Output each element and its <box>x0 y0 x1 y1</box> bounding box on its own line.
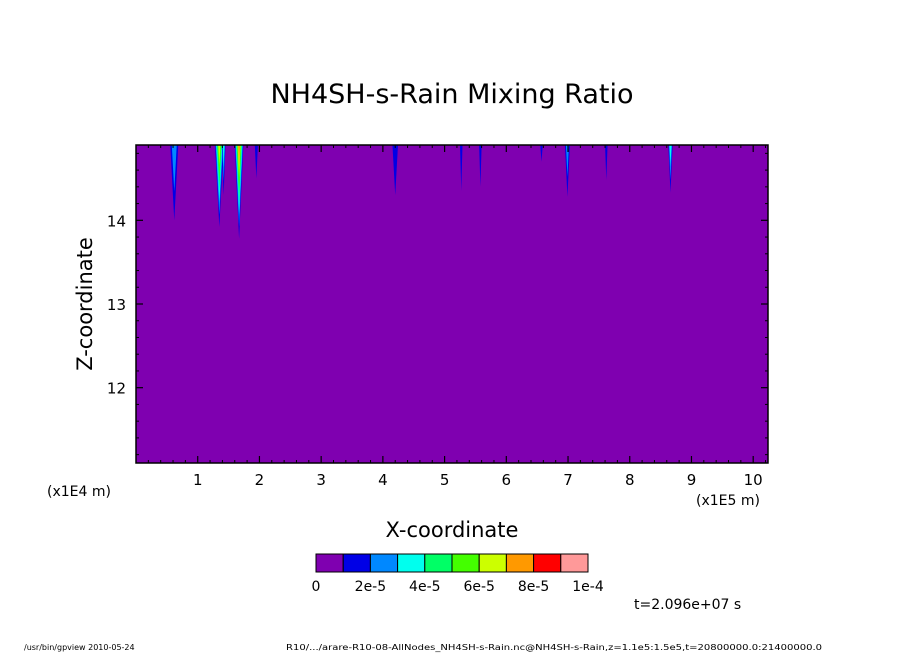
colorbar-swatch <box>560 553 589 573</box>
footer-right: R10/.../arare-R10-08-AllNodes_NH4SH-s-Ra… <box>286 643 822 652</box>
colorbar-swatch <box>315 553 344 573</box>
y-axis-ticks: 12 13 14 <box>107 152 768 456</box>
x-axis-label: X-coordinate <box>386 518 519 542</box>
colorbar-label: 1e-4 <box>572 579 604 595</box>
colorbar-swatch <box>451 553 480 573</box>
x-unit-left: (x1E4 m) <box>47 484 111 500</box>
colorbar-label: 0 <box>312 579 321 595</box>
colorbar-swatch <box>505 553 535 573</box>
spike-2-level-6 <box>218 145 221 165</box>
x-tick-label: 4 <box>378 471 388 489</box>
spike-1-level-2 <box>171 145 177 192</box>
y-tick-label: 14 <box>107 212 126 230</box>
colorbar-swatch <box>478 553 507 573</box>
colorbar-label: 2e-5 <box>355 579 386 595</box>
spike-12-level-3 <box>669 145 672 167</box>
y-tick-label: 13 <box>107 296 126 314</box>
footer-left: /usr/bin/gpview 2010-05-24 <box>24 643 135 652</box>
time-label: t=2.096e+07 s <box>634 597 741 613</box>
chart-title: NH4SH-s-Rain Mixing Ratio <box>270 79 633 110</box>
x-tick-label: 7 <box>563 471 573 489</box>
colorbar-swatch <box>397 553 426 573</box>
colorbar-swatch <box>369 553 399 573</box>
colorbar-tick-labels: 0 2e-5 4e-5 6e-5 8e-5 1e-4 <box>312 579 604 595</box>
spike-8-level-1 <box>479 145 482 187</box>
y-axis-label: Z-coordinate <box>73 237 97 371</box>
x-tick-label: 10 <box>744 471 763 489</box>
x-tick-label: 3 <box>316 471 326 489</box>
colorbar-label: 8e-5 <box>518 579 549 595</box>
x-tick-label: 1 <box>193 471 203 489</box>
colorbar-label: 6e-5 <box>463 579 494 595</box>
plot-background <box>136 145 768 463</box>
x-unit-right: (x1E5 m) <box>696 493 760 509</box>
colorbar <box>315 553 589 573</box>
spike-5-level-1 <box>254 145 258 179</box>
rain-spikes <box>170 145 673 239</box>
colorbar-swatch <box>424 553 453 573</box>
spike-10-level-2 <box>565 145 569 177</box>
x-tick-label: 5 <box>440 471 450 489</box>
spike-6-level-1 <box>392 145 398 196</box>
colorbar-label: 4e-5 <box>409 579 440 595</box>
spike-7-level-1 <box>460 145 463 192</box>
x-tick-label: 9 <box>687 471 697 489</box>
spike-11-level-1 <box>605 145 608 181</box>
colorbar-swatch <box>342 553 371 573</box>
spike-3-level-3 <box>222 145 225 168</box>
x-tick-label: 2 <box>255 471 265 489</box>
x-axis-ticks: 1 2 3 4 5 6 7 8 9 10 <box>147 145 767 489</box>
x-tick-label: 8 <box>625 471 635 489</box>
y-tick-label: 12 <box>107 380 126 398</box>
colorbar-swatch <box>533 553 562 573</box>
spike-9-level-1 <box>540 145 543 162</box>
x-tick-label: 6 <box>502 471 512 489</box>
spike-4-level-7 <box>238 145 240 165</box>
